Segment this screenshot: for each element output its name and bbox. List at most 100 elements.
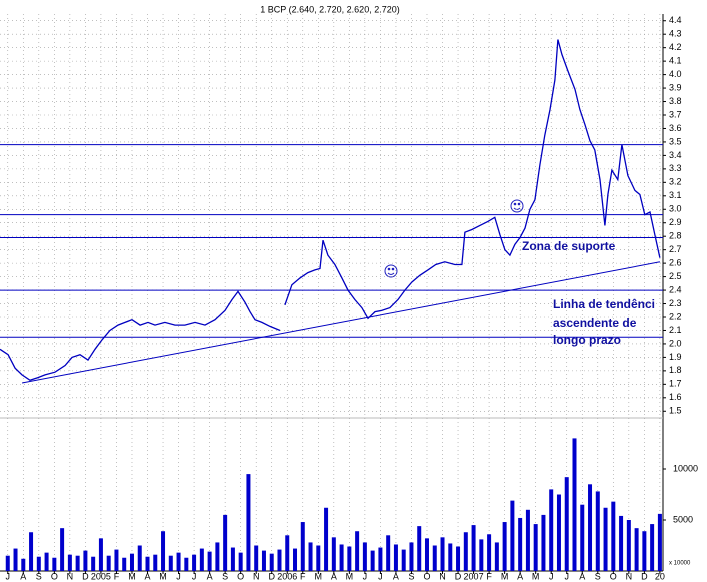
x-tick-label: A [579,571,585,581]
volume-bar [67,554,72,571]
volume-bar [518,517,523,571]
y-tick-label: 1.9 [669,352,682,362]
volume-bar [106,555,111,571]
x-tick-label: O [51,571,58,581]
y-tick-label: 3.9 [669,82,682,92]
y-tick-label: 2.4 [669,284,682,294]
volume-bar [650,524,655,571]
volume-bar [300,522,305,571]
annotation: ascendente de [553,316,637,330]
y-tick-label: 4.0 [669,69,682,79]
volume-bar [440,537,445,571]
volume-bar [471,525,476,571]
x-tick-label: M [501,571,509,581]
x-tick-label: F [486,571,492,581]
x-tick-label: M [128,571,136,581]
price-line [0,39,661,382]
x-tick-label: N [253,571,260,581]
volume-bar [549,489,554,571]
volume-bar [91,556,96,571]
x-tick-label: J [549,571,554,581]
volume-bar [215,542,220,571]
annotation: longo prazo [553,333,621,347]
volume-bar [36,556,41,571]
y-tick-label: 5000 [673,514,693,524]
volume-bar [5,555,10,571]
volume-bar [370,550,375,571]
volume-bar [347,546,352,571]
x-tick-label: M [532,571,540,581]
volume-bar [487,534,492,571]
x-tick-label: S [595,571,601,581]
volume-bar [184,557,189,571]
volume-bar [60,528,65,571]
volume-bar [254,545,259,571]
x-tick-label: 2006 [277,571,297,581]
x-tick-label: F [300,571,306,581]
y-tick-label: 1.6 [669,392,682,402]
volume-bar [114,549,119,571]
volume-bar [417,526,422,571]
volume-bar [331,537,336,571]
x-tick-label: F [114,571,120,581]
volume-bar [21,558,26,571]
x-tick-label: A [20,571,26,581]
volume-bar [316,545,321,571]
volume-bar [393,544,398,571]
volume-bar [83,550,88,571]
x-tick-label: D [455,571,462,581]
y-tick-label: 3.0 [669,204,682,214]
x-tick-label: M [315,571,323,581]
volume-bar [619,515,624,571]
x-tick-label: N [67,571,74,581]
volume-bar [479,539,484,571]
volume-bar [269,553,274,571]
unit-label: x 10000 [669,561,691,567]
x-tick-label: 2007 [464,571,484,581]
y-tick-label: 2.7 [669,244,682,254]
volume-bar [339,544,344,571]
y-tick-label: 1.7 [669,379,682,389]
volume-bar [355,531,360,571]
chart-title: 1 BCP (2.640, 2.720, 2.620, 2.720) [260,4,399,14]
volume-bar [603,507,608,571]
volume-bar [153,554,158,571]
x-tick-label: J [6,571,11,581]
volume-bar [129,553,134,571]
volume-bar [145,556,150,571]
y-tick-label: 3.1 [669,190,682,200]
volume-bar [362,542,367,571]
volume-bar [510,500,515,571]
volume-bar [324,507,329,571]
volume-bar [277,549,282,571]
y-tick-label: 4.3 [669,29,682,39]
x-tick-label: S [222,571,228,581]
volume-bar [122,557,127,571]
volume-bar [308,542,313,571]
y-tick-label: 3.4 [669,150,682,160]
x-tick-label: A [207,571,213,581]
volume-bar [44,552,49,571]
volume-bar [456,546,461,571]
x-tick-label: S [36,571,42,581]
volume-bar [657,513,662,571]
x-tick-label: N [626,571,633,581]
volume-bar [223,514,228,571]
x-tick-label: N [439,571,446,581]
y-tick-label: 3.7 [669,109,682,119]
x-tick-label: A [393,571,399,581]
volume-bar [168,555,173,571]
volume-bar [75,555,80,571]
volume-bar [176,552,181,571]
volume-bar [642,531,647,571]
volume-bar [386,535,391,571]
volume-bar [199,548,204,571]
volume-bar [626,520,631,571]
smiley [384,264,398,278]
y-tick-label: 2.3 [669,298,682,308]
y-tick-label: 4.4 [669,15,682,25]
y-tick-label: 1.8 [669,365,682,375]
y-tick-label: 1.5 [669,406,682,416]
volume-bar [580,504,585,571]
x-tick-label: S [408,571,414,581]
